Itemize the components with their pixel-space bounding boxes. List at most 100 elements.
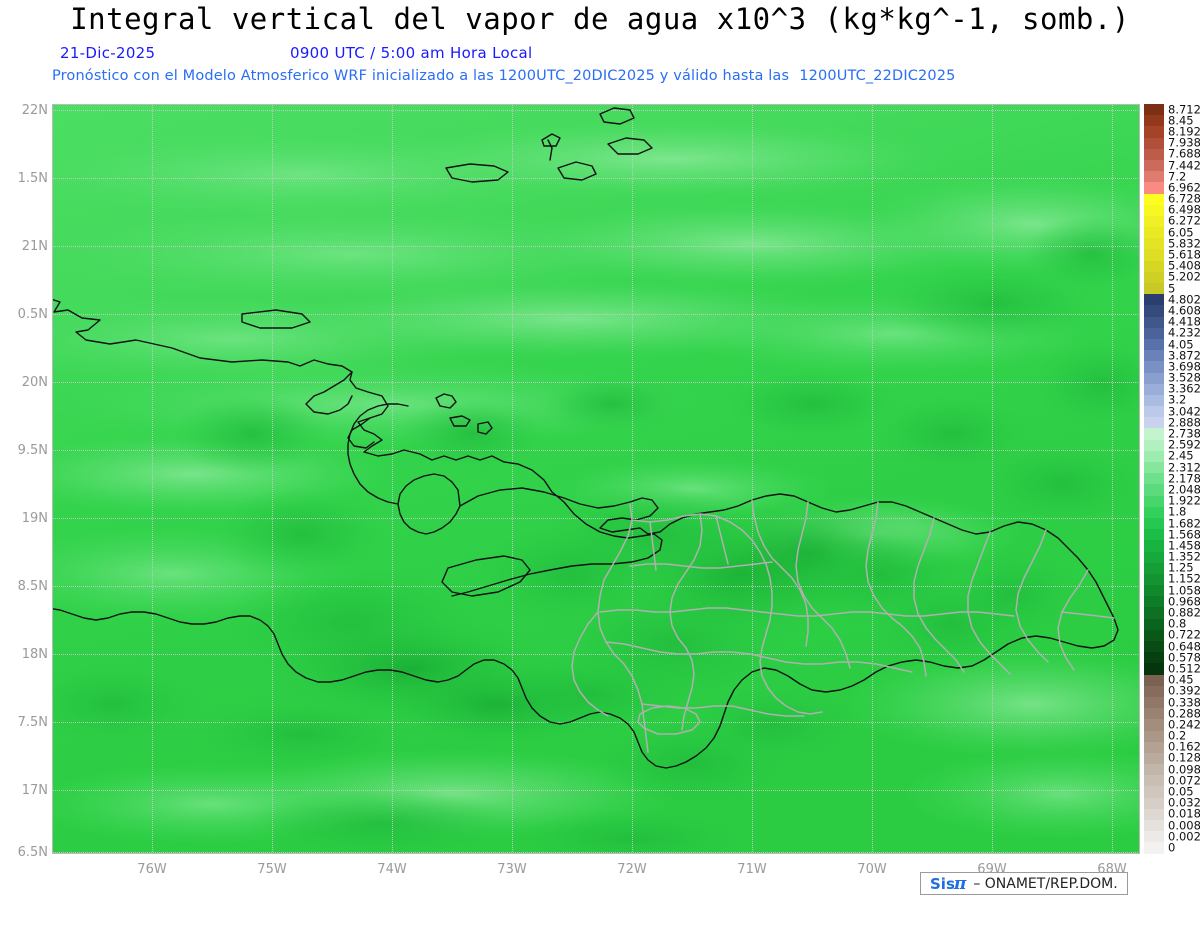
- colorbar-tick-label: 6.728: [1168, 191, 1200, 206]
- colorbar-tick-label: 0.002: [1168, 829, 1200, 844]
- colorbar-swatch: 2.45: [1144, 450, 1194, 462]
- colorbar-tick-label: 1.922: [1168, 493, 1200, 508]
- colorbar-tick-label: 0.968: [1168, 594, 1200, 609]
- y-tick-label: 7.5N: [17, 715, 48, 730]
- colorbar-swatch: 0.338: [1144, 696, 1200, 709]
- y-tick-label: 17N: [21, 783, 48, 798]
- colorbar-tick-label: 0.008: [1168, 817, 1200, 832]
- colorbar-tick-label: 2.312: [1168, 459, 1200, 474]
- colorbar-swatch: 0.098: [1144, 763, 1200, 776]
- colorbar-tick-label: 0.512: [1168, 661, 1200, 676]
- colorbar-swatch: 2.048: [1144, 484, 1200, 496]
- colorbar-tick-label: 0.242: [1168, 717, 1200, 732]
- weather-map-plot[interactable]: [52, 104, 1140, 854]
- header-subrow: 21-Dic-2025 0900 UTC / 5:00 am Hora Loca…: [0, 44, 1200, 64]
- colorbar-tick-label: 6.498: [1168, 202, 1200, 217]
- forecast-date: 21-Dic-2025: [60, 44, 156, 62]
- colorbar-swatch: 1.058: [1144, 584, 1200, 597]
- colorbar-swatch: 8.192: [1144, 126, 1200, 138]
- colorbar-swatch: 1.8: [1144, 506, 1186, 518]
- y-tick-label: 1.5N: [17, 171, 48, 186]
- colorbar-tick-label: 1.352: [1168, 549, 1200, 564]
- colorbar-swatch: 2.178: [1144, 473, 1200, 485]
- colorbar-tick-label: 0.882: [1168, 605, 1200, 620]
- colorbar-swatch: 5.202: [1144, 271, 1200, 283]
- colorbar-swatch: 0.8: [1144, 618, 1186, 630]
- colorbar-swatch: 3.528: [1144, 372, 1200, 384]
- logo-sis-text: Sis: [930, 874, 955, 893]
- colorbar-tick-label: 8.192: [1168, 124, 1200, 139]
- y-tick-label: 9.5N: [17, 443, 48, 458]
- x-tick-label: 70W: [857, 862, 887, 877]
- colorbar-tick-label: 2.592: [1168, 437, 1200, 452]
- colorbar-tick-label: 7.442: [1168, 157, 1200, 172]
- header: Integral vertical del vapor de agua x10^…: [0, 0, 1200, 95]
- colorbar-swatch: 2.592: [1144, 439, 1200, 451]
- y-tick-label: 0.5N: [17, 307, 48, 322]
- colorbar-tick-label: 0.288: [1168, 705, 1200, 720]
- colorbar-swatch: 1.682: [1144, 517, 1200, 530]
- colorbar-swatch: 0: [1144, 842, 1175, 854]
- colorbar-tick-label: 1.682: [1168, 515, 1200, 530]
- colorbar-tick-label: 5.618: [1168, 247, 1200, 262]
- colorbar-tick-label: 4.232: [1168, 325, 1200, 340]
- colorbar-swatch: 1.458: [1144, 540, 1200, 552]
- colorbar-tick-label: 5.202: [1168, 269, 1200, 284]
- colorbar-tick-label: 0.128: [1168, 750, 1200, 765]
- colorbar-tick-label: 6.05: [1168, 224, 1194, 239]
- colorbar-swatch: 0.05: [1144, 786, 1194, 798]
- colorbar-tick-label: 6.272: [1168, 213, 1200, 228]
- colorbar-swatch: 0.288: [1144, 707, 1200, 720]
- colorbar-tick-label: 2.738: [1168, 426, 1200, 441]
- colorbar[interactable]: 8.712 8.45 8.192 7.938 7.688 7.442 7.2 6.962 6.7…: [1144, 103, 1200, 854]
- colorbar-tick-label: 3.362: [1168, 381, 1200, 396]
- y-tick-label: 19N: [21, 511, 48, 526]
- forecast-valid-until: 1200UTC_22DIC2025: [799, 68, 956, 84]
- colorbar-swatch: 6.498: [1144, 204, 1200, 216]
- colorbar-swatch: 2.738: [1144, 428, 1200, 440]
- colorbar-tick-label: 4.608: [1168, 303, 1200, 318]
- colorbar-swatch: 4.418: [1144, 316, 1200, 328]
- colorbar-swatch: 0.242: [1144, 719, 1200, 731]
- colorbar-swatch: 0.128: [1144, 752, 1200, 765]
- colorbar-swatch: 3.362: [1144, 383, 1200, 395]
- colorbar-tick-label: 2.45: [1168, 448, 1194, 463]
- colorbar-tick-label: 0.338: [1168, 694, 1200, 709]
- y-tick-label: 18N: [21, 647, 48, 662]
- colorbar-swatch: 4.05: [1144, 338, 1194, 351]
- forecast-time: 0900 UTC / 5:00 am Hora Local: [290, 44, 533, 62]
- y-tick-label: 22N: [21, 103, 48, 118]
- colorbar-tick-label: 5: [1168, 280, 1176, 295]
- colorbar-swatch: 0.648: [1144, 640, 1200, 653]
- page-title: Integral vertical del vapor de agua x10^…: [70, 2, 1130, 36]
- colorbar-swatch: 6.728: [1144, 193, 1200, 205]
- colorbar-swatch: 7.688: [1144, 148, 1200, 160]
- colorbar-tick-label: 0.018: [1168, 806, 1200, 821]
- colorbar-swatch: 0.578: [1144, 652, 1200, 664]
- colorbar-swatch: 1.352: [1144, 551, 1200, 563]
- colorbar-tick-label: 3.528: [1168, 370, 1200, 385]
- colorbar-tick-label: 0.098: [1168, 761, 1200, 776]
- colorbar-swatch: 5.832: [1144, 238, 1200, 250]
- colorbar-swatch: 6.05: [1144, 226, 1194, 239]
- colorbar-swatch: 6.272: [1144, 215, 1200, 228]
- colorbar-swatch: 2.312: [1144, 461, 1200, 474]
- colorbar-swatch: 0.968: [1144, 596, 1200, 608]
- y-tick-label: 8.5N: [17, 579, 48, 594]
- colorbar-swatch: 5.618: [1144, 249, 1200, 261]
- forecast-description-main: Pronóstico con el Modelo Atmosferico WRF…: [52, 68, 790, 84]
- colorbar-tick-label: 0.648: [1168, 638, 1200, 653]
- colorbar-tick-label: 0: [1168, 840, 1176, 855]
- colorbar-tick-label: 1.152: [1168, 571, 1200, 586]
- colorbar-tick-label: 0.45: [1168, 672, 1194, 687]
- colorbar-swatch: 0.002: [1144, 831, 1200, 843]
- colorbar-tick-label: 4.418: [1168, 314, 1200, 329]
- colorbar-swatch: 0.032: [1144, 797, 1200, 809]
- moisture-shading-field: [52, 104, 1140, 854]
- colorbar-tick-label: 3.2: [1168, 392, 1187, 407]
- colorbar-tick-label: 4.802: [1168, 292, 1200, 307]
- colorbar-tick-label: 1.8: [1168, 504, 1187, 519]
- colorbar-tick-label: 5.408: [1168, 258, 1200, 273]
- colorbar-swatch: 0.2: [1144, 730, 1186, 742]
- colorbar-tick-label: 1.25: [1168, 560, 1194, 575]
